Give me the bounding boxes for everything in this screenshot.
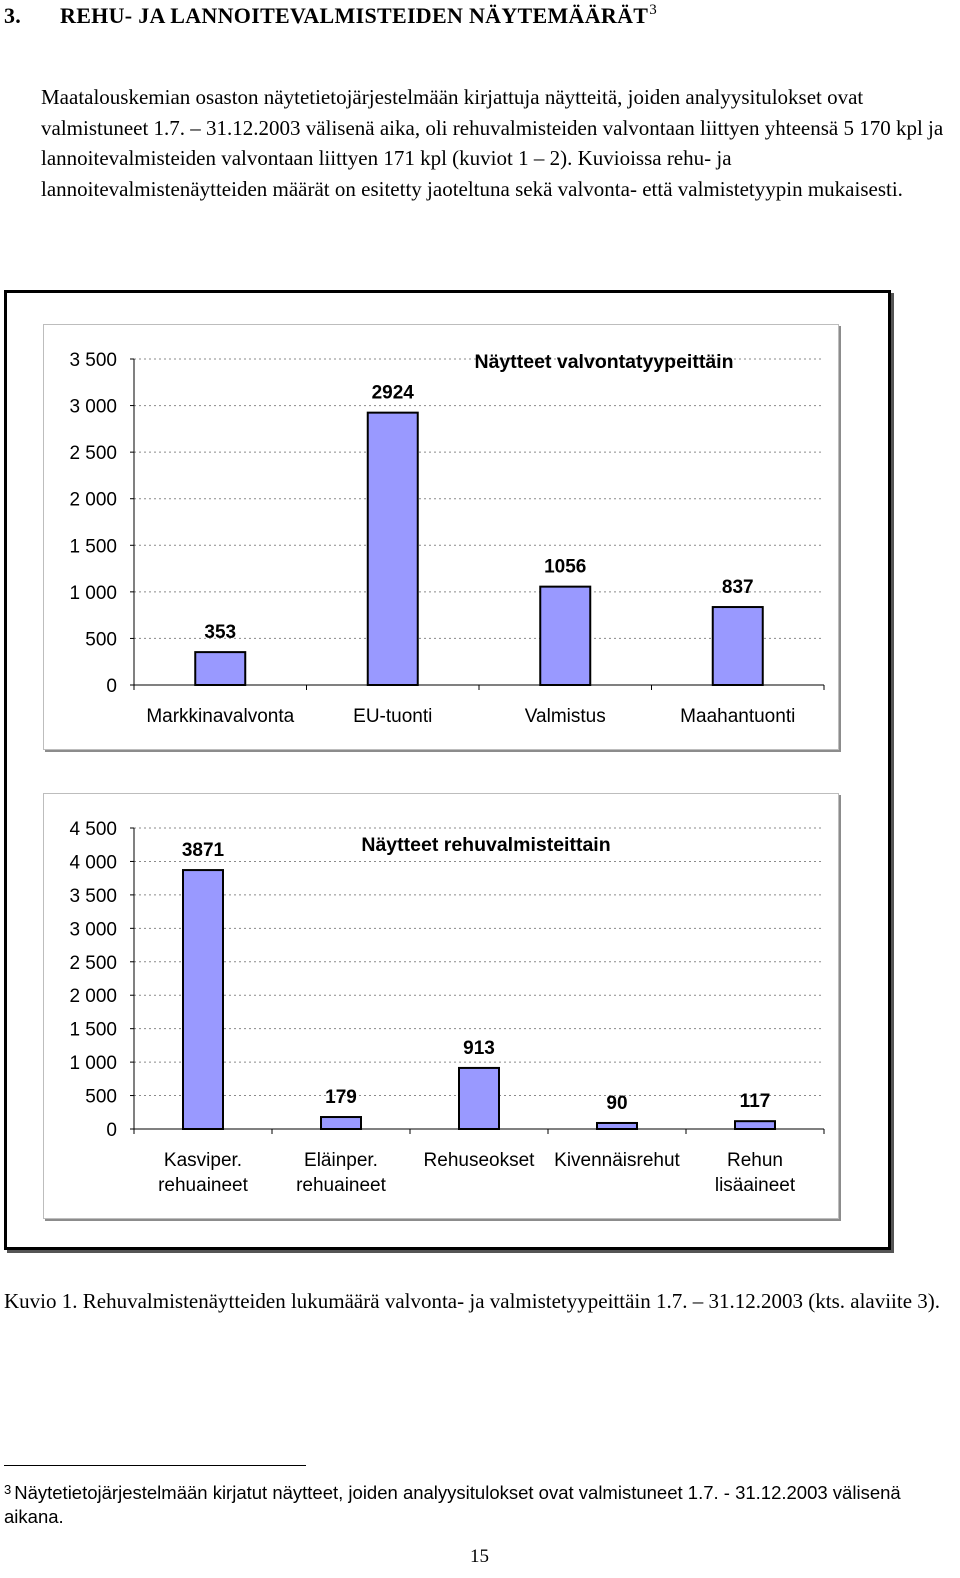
chart-2-svg: 0 500 1 000 1 500 2 000 2 500 3 000 3 500 4 000 4… <box>69 819 825 1196</box>
footnote: 3 Näytetietojärjestelmään kirjatut näytte… <box>4 1478 956 1529</box>
y-tick-label: 1 500 <box>69 536 117 557</box>
bar <box>539 585 592 686</box>
y-tick-label: 2 500 <box>69 443 117 464</box>
data-label: 179 <box>325 1087 357 1108</box>
category-label: EU-tuonti <box>353 706 432 727</box>
y-tick-label: 500 <box>85 629 117 650</box>
y-tick-label: 1 000 <box>69 583 117 604</box>
y-tick-label: 1 000 <box>69 1053 117 1074</box>
data-label: 2924 <box>372 383 415 404</box>
y-tick-label: 3 000 <box>69 919 117 940</box>
y-tick-label: 3 000 <box>69 397 117 418</box>
bar <box>320 1116 362 1130</box>
page-number: 15 <box>470 1546 489 1567</box>
data-label: 837 <box>722 577 754 598</box>
y-tick-label: 4 500 <box>69 819 117 840</box>
bar <box>734 1120 776 1131</box>
category-label: Rehuseokset <box>424 1150 536 1171</box>
chart-title: Näytteet rehuvalmisteittain <box>361 834 610 856</box>
data-label: 90 <box>606 1093 627 1114</box>
bar <box>194 651 247 687</box>
category-label: Kivennäisrehut <box>554 1150 680 1171</box>
footnote-mark: 3 <box>4 1482 12 1497</box>
footnote-divider <box>4 1465 306 1466</box>
bar <box>596 1121 638 1131</box>
category-label: Valmistus <box>525 706 606 727</box>
y-tick-label: 4 000 <box>69 852 117 873</box>
figure-caption: Kuvio 1. Rehuvalmistenäytteiden lukumäär… <box>4 1289 941 1313</box>
bar <box>711 606 764 686</box>
bar <box>366 411 419 686</box>
category-label: Eläinper. rehuaineet <box>296 1150 387 1196</box>
data-label: 913 <box>463 1038 495 1059</box>
chart-samples-by-feed-type: 0 500 1 000 1 500 2 000 2 500 3 000 3 500 4 000 4… <box>43 793 839 1219</box>
heading-footnote-ref[interactable]: 3 <box>649 2 658 18</box>
chart-1-svg: 0 500 1 000 1 500 2 000 2 500 3 000 3 500 353 Mar… <box>69 350 825 727</box>
chart-title: Näytteet valvontatyypeittäin <box>475 351 734 373</box>
data-label: 1056 <box>544 557 586 578</box>
y-tick-label: 2 000 <box>69 490 117 511</box>
section-heading: 3. REHU- JA LANNOITEVALMISTEIDEN NÄYTEMÄÄ… <box>4 2 657 29</box>
category-label: Maahantuonti <box>680 706 795 727</box>
footnote-text: Näytetietojärjestelmään kirjatut näyttee… <box>4 1482 901 1527</box>
category-label: Kasviper. rehuaineet <box>158 1150 249 1196</box>
bar <box>182 869 224 1130</box>
y-tick-label: 3 500 <box>69 886 117 907</box>
y-tick-label: 0 <box>106 1120 117 1141</box>
y-tick-label: 500 <box>85 1087 117 1108</box>
section-title: REHU- JA LANNOITEVALMISTEIDEN NÄYTEMÄÄRÄ… <box>60 3 649 28</box>
data-label: 353 <box>204 622 236 643</box>
category-label: Markkinavalvonta <box>146 706 294 727</box>
y-tick-label: 1 500 <box>69 1020 117 1041</box>
bar <box>458 1066 500 1131</box>
section-number: 3. <box>4 3 22 28</box>
y-tick-label: 2 500 <box>69 953 117 974</box>
chart-samples-by-control-type: 0 500 1 000 1 500 2 000 2 500 3 000 3 500 353 Mar… <box>43 324 839 750</box>
y-tick-label: 3 500 <box>69 350 117 371</box>
figure-frame <box>4 290 891 1250</box>
intro-paragraph: Maatalouskemian osaston näytetietojärjes… <box>41 85 944 201</box>
data-label: 3871 <box>182 840 225 861</box>
y-tick-label: 2 000 <box>69 986 117 1007</box>
data-label: 117 <box>740 1091 771 1112</box>
y-tick-label: 0 <box>106 676 117 697</box>
category-label: Rehun lisäaineet <box>715 1150 796 1196</box>
